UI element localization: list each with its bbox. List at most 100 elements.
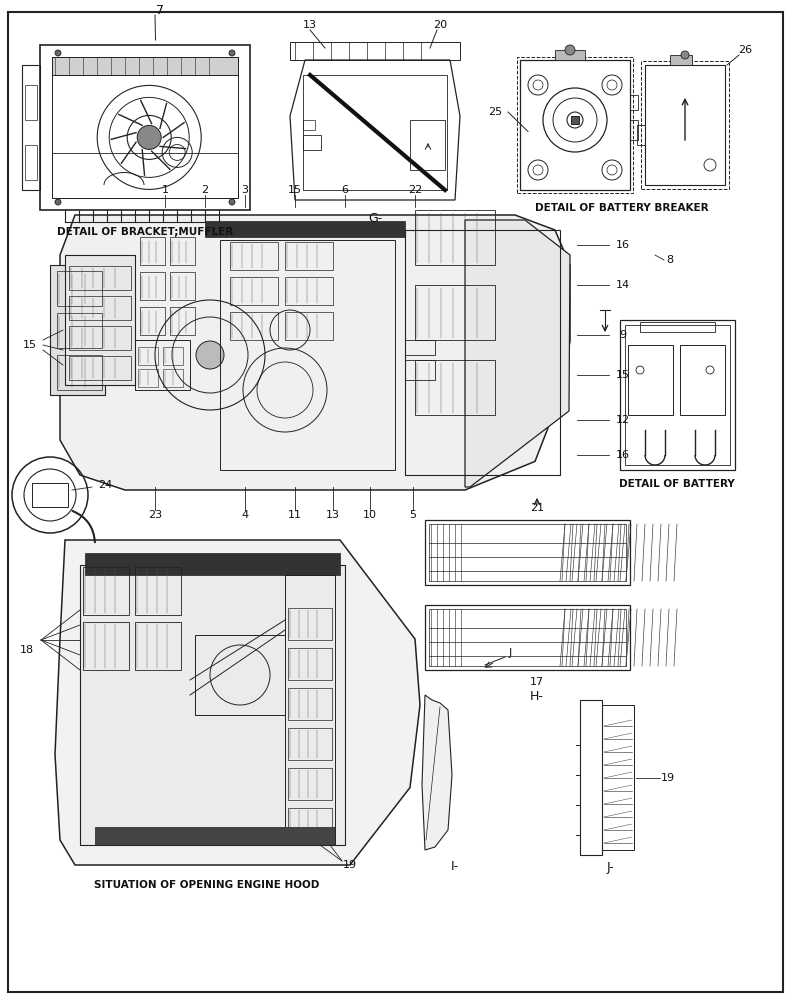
- Bar: [195, 635, 285, 715]
- Bar: [517, 57, 633, 193]
- Bar: [637, 125, 645, 145]
- Bar: [230, 242, 278, 270]
- Bar: [630, 95, 638, 110]
- Bar: [303, 120, 315, 130]
- Bar: [230, 312, 278, 340]
- Bar: [405, 360, 435, 380]
- Text: 7: 7: [156, 3, 164, 16]
- Bar: [205, 221, 405, 237]
- Bar: [80, 565, 345, 845]
- Bar: [230, 277, 278, 305]
- Bar: [85, 553, 340, 575]
- Bar: [288, 608, 332, 640]
- Text: H-: H-: [530, 690, 544, 702]
- Text: J-: J-: [606, 860, 614, 874]
- Bar: [520, 60, 630, 190]
- Circle shape: [229, 199, 235, 205]
- Bar: [285, 575, 335, 845]
- Polygon shape: [50, 265, 105, 395]
- Bar: [303, 135, 321, 150]
- Text: 8: 8: [666, 255, 673, 265]
- Text: 12: 12: [616, 415, 630, 425]
- Bar: [140, 237, 165, 265]
- Bar: [290, 42, 460, 60]
- Circle shape: [137, 125, 162, 149]
- Text: DETAIL OF BATTERY: DETAIL OF BATTERY: [619, 479, 735, 489]
- Bar: [410, 120, 445, 170]
- Text: 5: 5: [409, 510, 417, 520]
- Polygon shape: [55, 540, 420, 865]
- Bar: [25, 85, 37, 120]
- Bar: [69, 296, 131, 320]
- Text: 10: 10: [363, 510, 377, 520]
- Text: 19: 19: [343, 860, 357, 870]
- Bar: [25, 145, 37, 180]
- Bar: [303, 75, 447, 190]
- Bar: [163, 347, 183, 365]
- Bar: [630, 120, 638, 140]
- Text: 14: 14: [616, 280, 630, 290]
- Bar: [285, 312, 333, 340]
- Polygon shape: [60, 215, 570, 490]
- Text: 22: 22: [408, 185, 422, 195]
- Text: 13: 13: [303, 20, 317, 30]
- Bar: [140, 272, 165, 300]
- Text: 16: 16: [616, 240, 630, 250]
- Bar: [641, 61, 729, 189]
- Bar: [628, 345, 673, 415]
- Bar: [680, 345, 725, 415]
- Bar: [415, 360, 495, 415]
- Bar: [288, 648, 332, 680]
- Circle shape: [565, 45, 575, 55]
- Bar: [285, 242, 333, 270]
- Text: 23: 23: [148, 510, 162, 520]
- Text: 21: 21: [530, 503, 544, 513]
- Bar: [40, 45, 250, 210]
- Bar: [425, 520, 630, 585]
- Bar: [52, 57, 238, 75]
- Text: I-: I-: [451, 860, 459, 874]
- Text: DETAIL OF BRACKET;MUFFLER: DETAIL OF BRACKET;MUFFLER: [57, 227, 233, 237]
- Circle shape: [681, 51, 689, 59]
- Text: 4: 4: [242, 510, 249, 520]
- Bar: [69, 266, 131, 290]
- Polygon shape: [422, 695, 452, 850]
- Bar: [555, 50, 585, 60]
- Text: 25: 25: [488, 107, 502, 117]
- Bar: [620, 320, 735, 470]
- Text: 15: 15: [616, 370, 630, 380]
- Text: 6: 6: [341, 185, 348, 195]
- Bar: [22, 65, 40, 190]
- Bar: [52, 57, 238, 198]
- Bar: [57, 271, 102, 306]
- Bar: [83, 567, 129, 615]
- Bar: [57, 355, 102, 390]
- Bar: [135, 567, 181, 615]
- Text: 15: 15: [23, 340, 37, 350]
- Bar: [602, 705, 634, 850]
- Text: 18: 18: [20, 645, 34, 655]
- Text: 15: 15: [288, 185, 302, 195]
- Bar: [288, 728, 332, 760]
- Bar: [163, 369, 183, 387]
- Bar: [57, 313, 102, 348]
- Bar: [69, 326, 131, 350]
- Text: 24: 24: [98, 480, 112, 490]
- Bar: [52, 153, 238, 198]
- Text: 3: 3: [242, 185, 249, 195]
- Circle shape: [55, 199, 61, 205]
- Bar: [170, 237, 195, 265]
- Circle shape: [196, 341, 224, 369]
- Text: J: J: [508, 648, 512, 658]
- Text: DETAIL OF BATTERY BREAKER: DETAIL OF BATTERY BREAKER: [535, 203, 709, 213]
- Bar: [220, 240, 395, 470]
- Circle shape: [229, 50, 235, 56]
- Bar: [405, 230, 560, 475]
- Bar: [625, 325, 730, 465]
- Bar: [170, 272, 195, 300]
- Text: SITUATION OF OPENING ENGINE HOOD: SITUATION OF OPENING ENGINE HOOD: [94, 880, 320, 890]
- Polygon shape: [465, 220, 570, 487]
- FancyArrowPatch shape: [73, 511, 95, 542]
- Bar: [65, 255, 135, 385]
- Bar: [670, 55, 692, 65]
